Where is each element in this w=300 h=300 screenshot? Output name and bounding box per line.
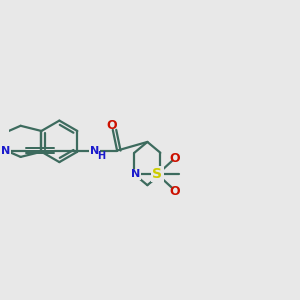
Text: O: O xyxy=(169,152,180,165)
Text: N: N xyxy=(90,146,99,156)
Text: N: N xyxy=(131,169,140,179)
Text: O: O xyxy=(106,119,117,132)
Text: S: S xyxy=(152,167,163,182)
Text: O: O xyxy=(169,184,180,198)
Text: N: N xyxy=(2,146,11,156)
Text: H: H xyxy=(97,151,105,161)
